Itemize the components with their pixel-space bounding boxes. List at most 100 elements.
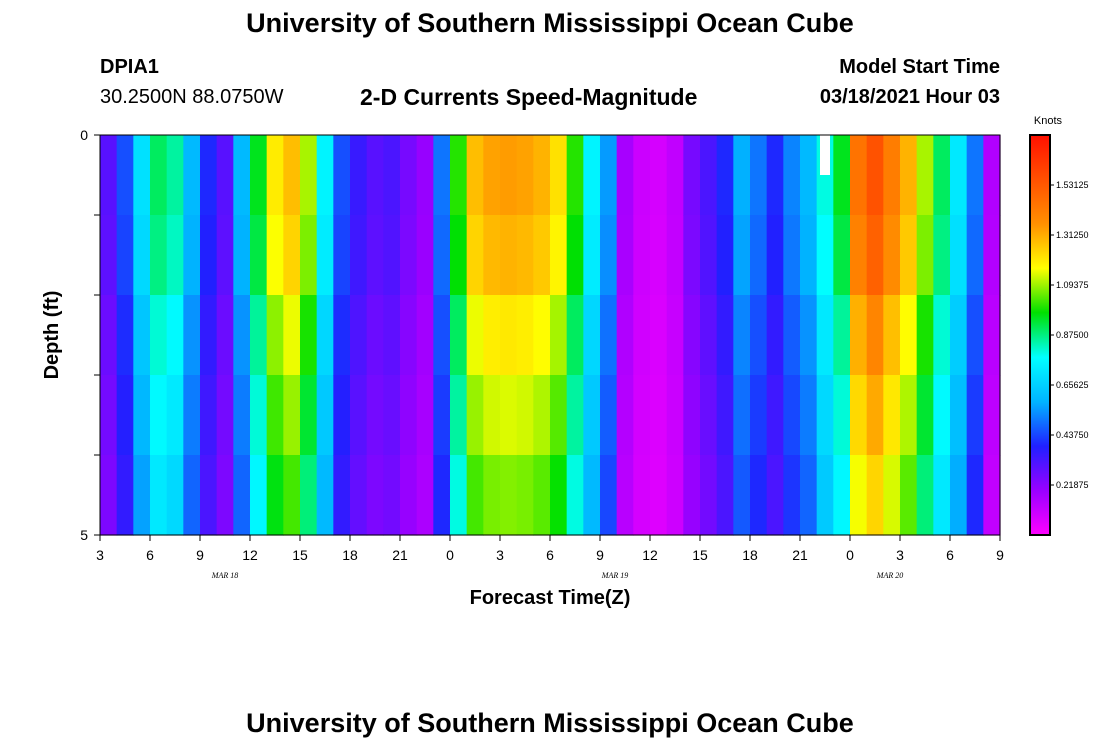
- heatmap-cell: [900, 215, 918, 296]
- heatmap-cell: [933, 375, 951, 456]
- x-tick-label: 0: [846, 547, 854, 563]
- heatmap-cell: [100, 375, 118, 456]
- heatmap-cell: [550, 375, 568, 456]
- heatmap-cell: [450, 375, 468, 456]
- heatmap-cell: [200, 135, 218, 216]
- heatmap-cell: [383, 135, 401, 216]
- heatmap-cell: [416, 375, 434, 456]
- heatmap-cell: [633, 215, 651, 296]
- heatmap-cell: [550, 215, 568, 296]
- heatmap-cell: [450, 215, 468, 296]
- heatmap-cell: [350, 295, 368, 376]
- chart-subtitle: 2-D Currents Speed-Magnitude: [360, 84, 698, 110]
- model-start-time: 03/18/2021 Hour 03: [819, 86, 1000, 108]
- heatmap-cell: [600, 455, 618, 536]
- heatmap-cell: [416, 455, 434, 536]
- heatmap-cell: [350, 455, 368, 536]
- heatmap-cell: [800, 455, 818, 536]
- heatmap-cell: [250, 455, 268, 536]
- x-tick-label: 9: [196, 547, 204, 563]
- heatmap-cell: [683, 375, 701, 456]
- heatmap-cell: [616, 375, 634, 456]
- heatmap-cell: [883, 455, 901, 536]
- heatmap-cell: [700, 135, 718, 216]
- heatmap-cell: [666, 215, 684, 296]
- x-tick-label: 9: [596, 547, 604, 563]
- heatmap-cell: [800, 215, 818, 296]
- heatmap-cell: [766, 215, 784, 296]
- y-axis: 05: [80, 127, 100, 543]
- heatmap-cell: [716, 375, 734, 456]
- heatmap-cell: [750, 295, 768, 376]
- heatmap-cell: [816, 375, 834, 456]
- heatmap-cell: [366, 135, 384, 216]
- heatmap-cell: [783, 135, 801, 216]
- heatmap-cell: [300, 455, 318, 536]
- heatmap-cell: [700, 375, 718, 456]
- heatmap-cell: [400, 135, 418, 216]
- heatmap-cell: [316, 135, 334, 216]
- heatmap-cell: [583, 135, 601, 216]
- heatmap-cell: [850, 375, 868, 456]
- heatmap-cell: [950, 455, 968, 536]
- heatmap-cell: [633, 295, 651, 376]
- heatmap-cell: [466, 215, 484, 296]
- heatmap-cell: [983, 455, 1001, 536]
- heatmap-cell: [700, 455, 718, 536]
- heatmap-cell: [400, 215, 418, 296]
- heatmap-cell: [916, 135, 934, 216]
- heatmap-cell: [650, 295, 668, 376]
- heatmap-cell: [983, 295, 1001, 376]
- heatmap-cell: [433, 455, 451, 536]
- heatmap-cell: [650, 135, 668, 216]
- x-tick-label: 15: [692, 547, 708, 563]
- heatmap-cell: [866, 215, 884, 296]
- heatmap-cell: [133, 455, 151, 536]
- heatmap-cell: [916, 215, 934, 296]
- heatmap-cell: [150, 455, 168, 536]
- heatmap-cell: [950, 215, 968, 296]
- heatmap-cell: [366, 295, 384, 376]
- heatmap-cell: [650, 455, 668, 536]
- bottom-title: University of Southern Mississippi Ocean…: [246, 708, 854, 738]
- date-label: MAR 18: [211, 571, 238, 580]
- heatmap-cell: [666, 295, 684, 376]
- heatmap-cell: [750, 375, 768, 456]
- heatmap-cell: [366, 455, 384, 536]
- heatmap-cell: [350, 215, 368, 296]
- heatmap-cell: [783, 295, 801, 376]
- heatmap-cell: [500, 375, 518, 456]
- heatmap-cell: [133, 375, 151, 456]
- heatmap-cell: [266, 455, 284, 536]
- heatmap-cell: [816, 455, 834, 536]
- heatmap-cell: [583, 375, 601, 456]
- heatmap-cell: [166, 295, 184, 376]
- heatmap-cell: [983, 215, 1001, 296]
- heatmap-cell: [433, 215, 451, 296]
- heatmap-cell: [566, 135, 584, 216]
- heatmap-cell: [983, 375, 1001, 456]
- heatmap-cell: [733, 295, 751, 376]
- heatmap-cell: [750, 455, 768, 536]
- heatmap-cell: [966, 455, 984, 536]
- heatmap-cell: [166, 135, 184, 216]
- heatmap-cell: [183, 135, 201, 216]
- heatmap-cell: [200, 295, 218, 376]
- x-tick-label: 21: [392, 547, 408, 563]
- heatmap-cell: [500, 295, 518, 376]
- heatmap-cell: [766, 375, 784, 456]
- heatmap-cell: [400, 455, 418, 536]
- heatmap-cell: [516, 135, 534, 216]
- date-label: MAR 19: [601, 571, 628, 580]
- heatmap-cell: [350, 375, 368, 456]
- heatmap-cell: [566, 215, 584, 296]
- heatmap-cell: [833, 215, 851, 296]
- heatmap-cell: [766, 455, 784, 536]
- heatmap-cell: [916, 295, 934, 376]
- x-tick-label: 21: [792, 547, 808, 563]
- heatmap-cell: [800, 135, 818, 216]
- x-tick-label: 3: [496, 547, 504, 563]
- heatmap-cell: [433, 375, 451, 456]
- heatmap-cell: [866, 295, 884, 376]
- heatmap-cell: [533, 215, 551, 296]
